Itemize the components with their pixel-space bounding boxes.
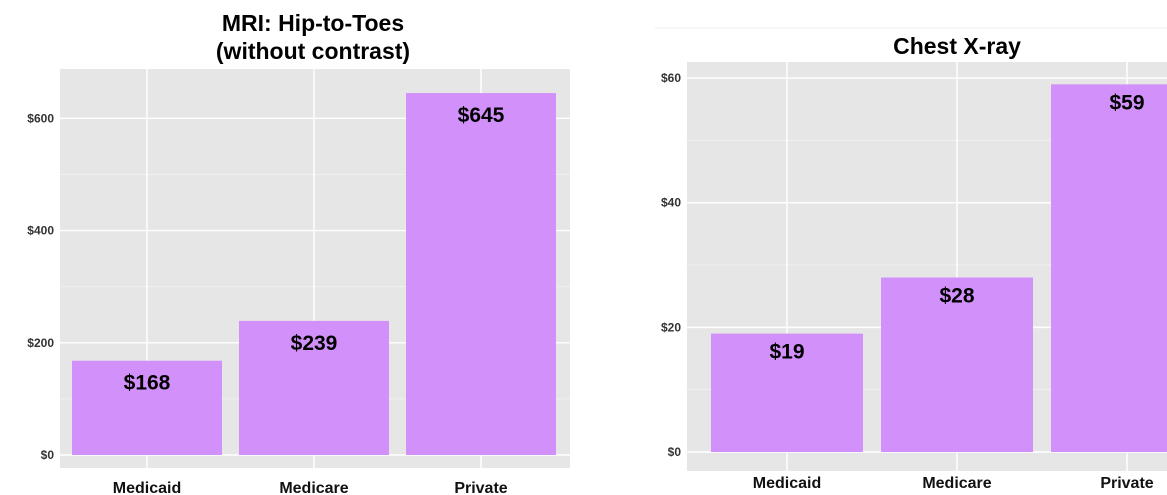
y-tick-label: $60: [661, 71, 681, 85]
chart-title: MRI: Hip-to-Toes: [222, 10, 404, 36]
x-category-label: Medicaid: [113, 480, 181, 495]
data-label: $19: [769, 341, 804, 364]
x-category-label: Medicaid: [753, 475, 821, 492]
data-label: $28: [939, 285, 974, 308]
data-label: $239: [291, 332, 338, 355]
mri-chart: $0 $200 $400 $600 $168 Medicaid $239 Medicare $6…: [27, 10, 570, 495]
data-label: $59: [1109, 91, 1144, 114]
bar-medicare: [881, 277, 1033, 452]
chart-title: (without contrast): [216, 38, 410, 64]
y-tick-label: $600: [27, 111, 54, 125]
y-tick-label: $0: [668, 445, 682, 459]
chest-xray-chart: $0 $20 $40 $60 $19 Medicaid $28 Medicare $59 Priv…: [661, 33, 1167, 492]
bar-medicaid: [72, 360, 222, 455]
bar-private: [406, 93, 556, 455]
x-category-label: Medicare: [922, 475, 991, 492]
data-label: $645: [458, 104, 505, 127]
bar-medicare: [239, 320, 389, 455]
x-category-label: Medicare: [279, 480, 348, 495]
y-tick-label: $40: [661, 196, 681, 210]
y-tick-label: $20: [661, 320, 681, 334]
x-category-label: Private: [454, 480, 507, 495]
y-tick-label: $200: [27, 336, 54, 350]
data-label: $168: [124, 372, 171, 395]
y-tick-label: $0: [41, 448, 55, 462]
y-tick-label: $400: [27, 224, 54, 238]
chart-title: Chest X-ray: [893, 33, 1021, 59]
bar-private: [1051, 84, 1167, 452]
bar-medicaid: [711, 333, 863, 452]
x-category-label: Private: [1100, 475, 1153, 492]
